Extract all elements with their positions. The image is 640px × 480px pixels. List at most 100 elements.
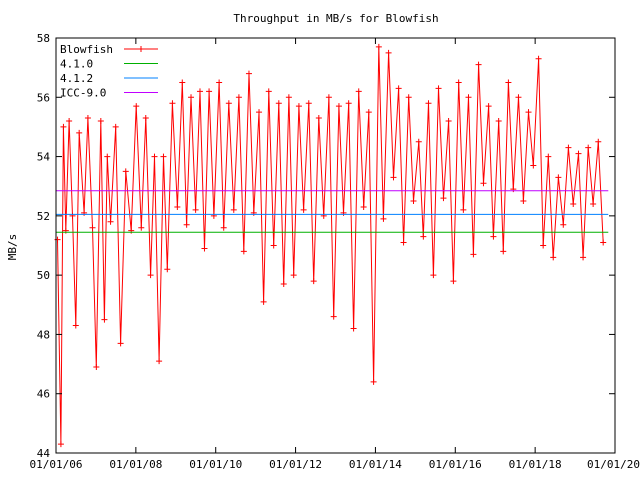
data-point [57,441,64,448]
data-point [540,242,547,249]
data-point [385,49,392,56]
data-point [147,272,154,279]
data-point [128,227,135,234]
data-point [405,94,412,101]
data-point [225,100,232,107]
data-point [515,94,522,101]
data-point [475,61,482,68]
data-point [156,358,163,365]
data-point [315,115,322,122]
data-point [370,378,377,385]
x-tick-label: 01/01/08 [109,458,162,471]
data-point [295,103,302,110]
data-point [365,109,372,116]
data-point [580,254,587,261]
chart-title: Throughput in MB/s for Blowfish [233,12,438,25]
data-point [450,278,457,285]
data-point [66,118,73,124]
data-point [240,248,247,255]
data-point [265,88,272,95]
data-point [160,153,167,160]
x-tick-label: 01/01/16 [429,458,482,471]
data-point [345,100,352,107]
legend: Blowfish 4.1.04.1.2 ICC-9.0 [60,43,158,100]
data-point [151,153,158,160]
data-point [495,118,502,124]
y-axis-label: MB/s [6,234,19,261]
data-point [183,221,190,228]
data-point [310,278,317,285]
data-point [164,266,171,273]
data-point [375,43,382,50]
data-point [104,153,111,160]
data-point [196,88,203,95]
data-point [54,236,61,243]
legend-marker [138,46,144,52]
data-point [133,103,140,110]
series-line-0 [57,46,604,445]
data-point [280,281,287,288]
data-point [585,144,592,151]
data-point [210,212,217,219]
data-point [400,239,407,246]
y-tick-label: 52 [37,210,50,223]
y-tick-label: 44 [37,447,51,460]
data-point [76,129,83,136]
data-point [545,153,552,160]
x-tick-label: 01/01/06 [30,458,83,471]
data-point [465,94,472,101]
data-point [201,245,208,252]
data-point [350,325,357,332]
data-point [410,198,417,205]
data-point [480,180,487,187]
data-point [275,100,282,107]
data-point [122,168,129,175]
data-point [260,298,267,305]
data-point [270,242,277,249]
data-point [505,79,512,86]
legend-label: Blowfish [60,43,113,56]
legend-label: 4.1.0 [60,58,93,71]
x-tick-label: 01/01/18 [509,458,562,471]
data-point [93,364,100,371]
data-point [420,233,427,240]
data-point [550,254,557,261]
data-point [89,224,96,231]
y-tick-label: 48 [37,328,50,341]
data-point [595,138,602,145]
data-point [335,103,342,110]
data-point [415,138,422,145]
data-point [460,206,467,213]
data-point [101,316,108,323]
data-point [355,88,362,95]
plot-frame [55,37,616,454]
data-point [250,209,257,216]
data-point [245,70,252,77]
data-point [142,115,149,122]
data-point [107,218,114,225]
data-point [490,233,497,240]
axes: 44 46 48 50 52 54 56 58 01/01/06 01/01/08 01/01/10… [30,32,640,471]
data-point [485,103,492,110]
data-point [555,174,562,181]
data-point [84,115,91,122]
y-tick-label: 58 [37,32,50,45]
data-point [69,212,76,219]
legend-label: 4.1.2 [60,72,93,85]
data-point [112,123,119,130]
data-point [81,209,88,216]
y-tick-label: 50 [37,269,50,282]
data-point [60,123,67,130]
data-point [445,118,452,124]
x-tick-label: 01/01/20 [587,458,640,471]
data-point [500,248,507,255]
data-point [235,94,242,101]
data-point [440,195,447,202]
data-point [425,100,432,107]
plot-area [54,43,609,448]
data-point [179,79,186,86]
data-point [290,272,297,279]
legend-label: ICC-9.0 [60,87,106,100]
data-point [220,224,227,231]
y-tick-label: 56 [37,91,50,104]
